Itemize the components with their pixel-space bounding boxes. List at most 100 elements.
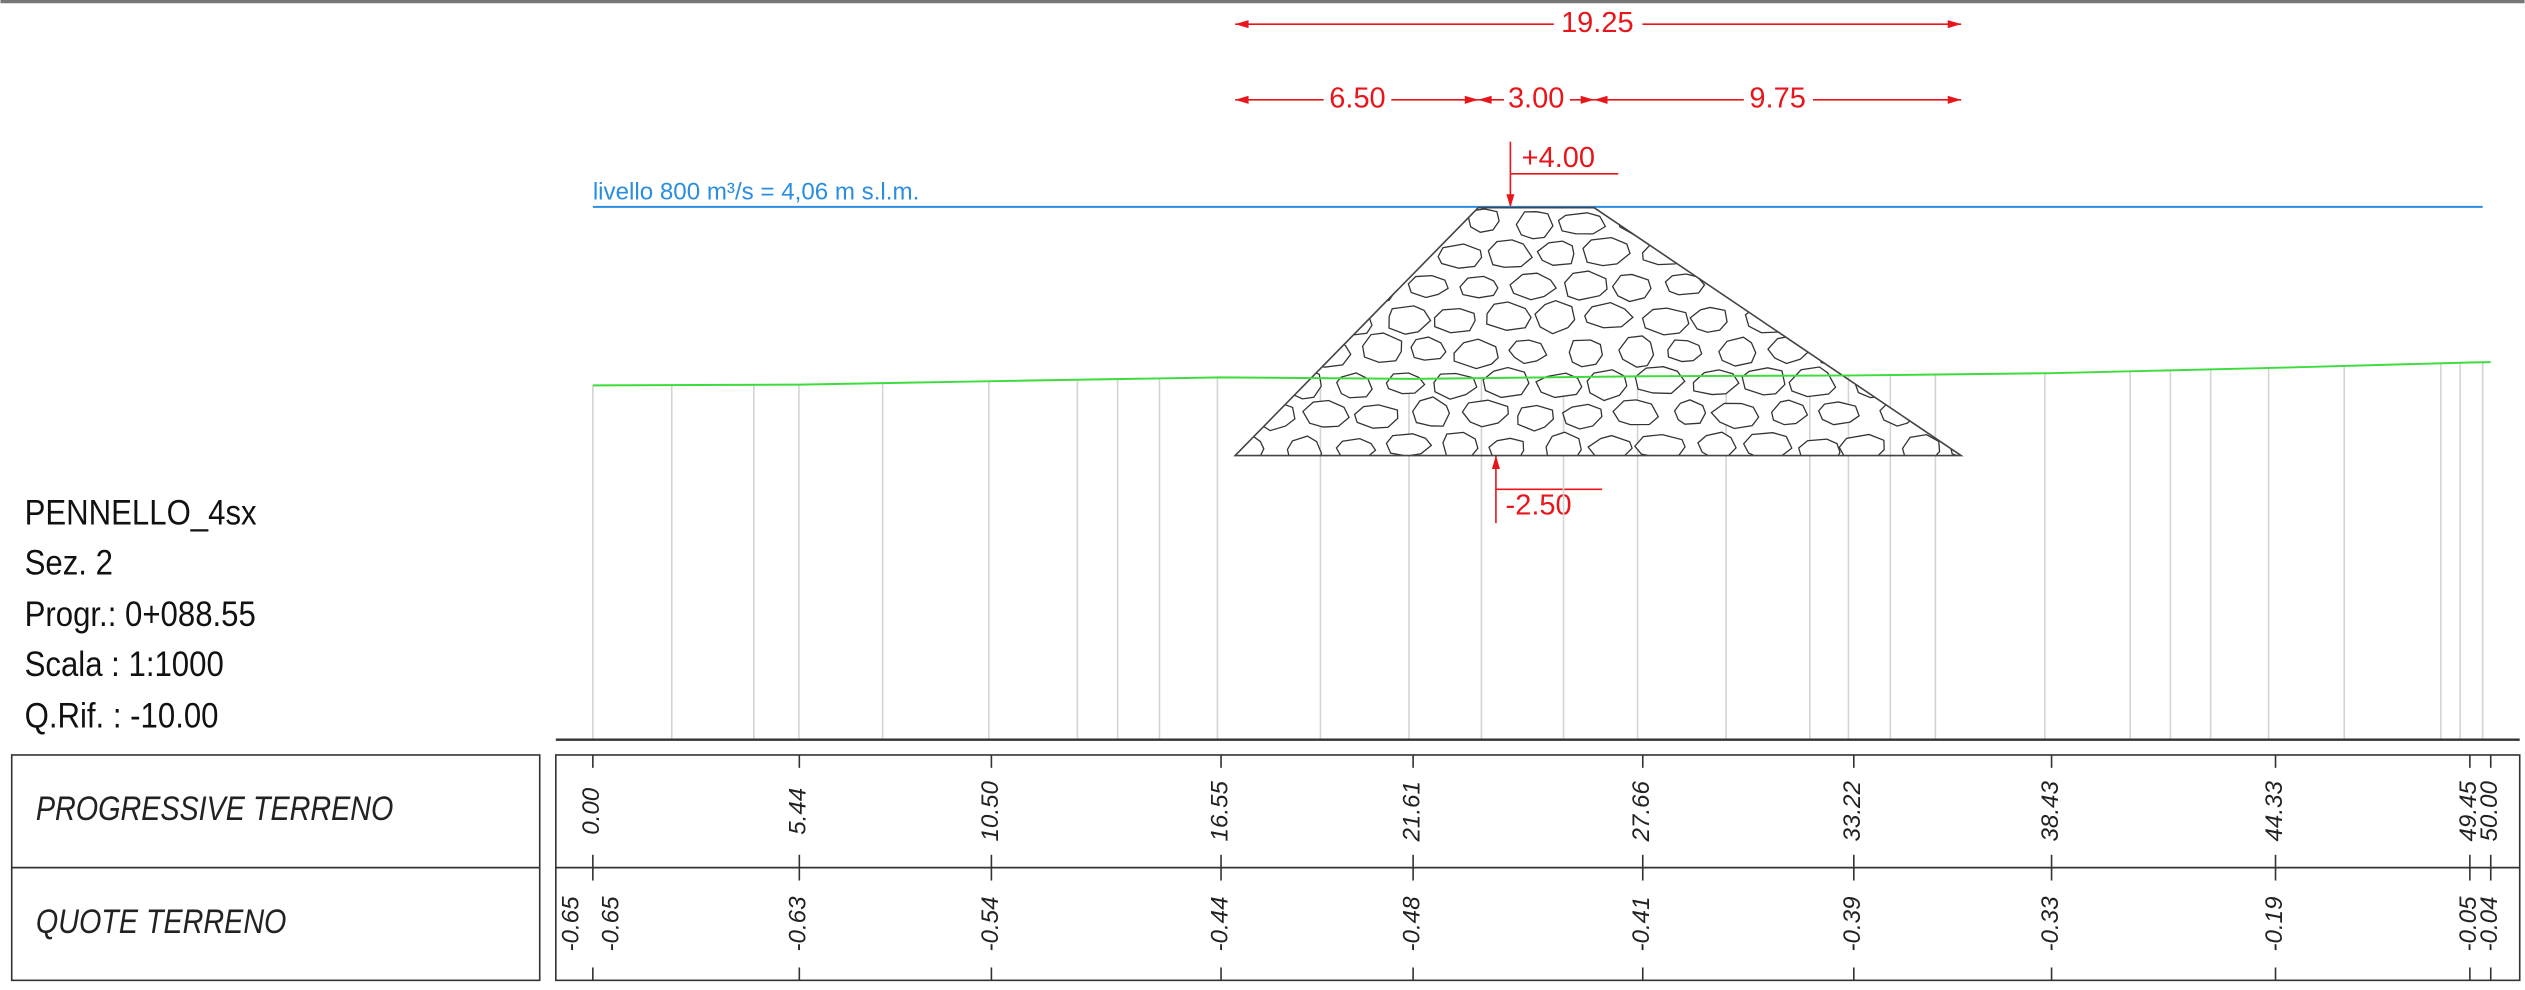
stone [1384, 239, 1431, 267]
stone [1235, 240, 1275, 267]
water-label: livello 800 m³/s = 4,06 m s.l.m. [593, 179, 919, 206]
stone [1946, 305, 1962, 337]
quote-label: -0.19 [2261, 897, 2288, 952]
terrain-line [592, 361, 2491, 387]
stone [1312, 273, 1352, 301]
stone [1587, 434, 1633, 456]
stone [1838, 433, 1885, 456]
dim-total: 19.25 [1561, 7, 1634, 39]
stone [1797, 438, 1841, 456]
quote-label: -0.44 [1206, 897, 1233, 952]
stone [1718, 336, 1757, 367]
stone [1459, 275, 1499, 299]
stone [1517, 404, 1555, 432]
stone [1561, 403, 1603, 430]
quote-label: -0.48 [1398, 896, 1425, 952]
stone [1948, 372, 1962, 396]
stone [1689, 306, 1728, 333]
stone [1582, 236, 1631, 267]
table-values: 0.00 5.44 10.50 16.55 21.61 27.66 33.22 38.43 44… [557, 754, 2503, 981]
stone [1697, 431, 1737, 456]
stone [1235, 398, 1246, 425]
stone [1437, 243, 1483, 269]
stone [1482, 366, 1530, 399]
stone [1774, 270, 1819, 299]
progressive-label: 50.00 [2476, 781, 2503, 842]
stone [1791, 240, 1835, 268]
stone [1611, 273, 1652, 303]
stone [1923, 207, 1962, 235]
stone [1817, 401, 1860, 426]
values-cell [555, 754, 2521, 869]
stone [1235, 213, 1239, 237]
stone [1334, 244, 1378, 267]
stone [1586, 369, 1628, 402]
info-line: Scala : 1:1000 [25, 645, 224, 684]
stone [1612, 399, 1660, 426]
stone [1487, 239, 1533, 268]
top-level: +4.00 [1522, 142, 1595, 174]
progressive-label: 5.44 [785, 788, 812, 835]
stone [1509, 272, 1558, 301]
stone [1353, 404, 1399, 429]
stone [1515, 211, 1554, 240]
row-label: PROGRESSIVE TERRENO [36, 790, 394, 828]
stone [1302, 399, 1350, 428]
stone [1279, 304, 1323, 328]
stone [1821, 207, 1859, 234]
stone [1873, 276, 1909, 299]
stone [1258, 340, 1294, 363]
stone [1411, 396, 1451, 427]
dim-left: 6.50 [1329, 82, 1385, 114]
stone [1741, 241, 1784, 270]
stone [1486, 301, 1532, 331]
stone [1385, 433, 1433, 456]
stone [1355, 210, 1399, 235]
quote-label: -0.39 [1839, 897, 1866, 952]
stone [1633, 433, 1686, 456]
stone [1926, 339, 1962, 362]
stone [1235, 305, 1277, 329]
dim-crest: 3.00 [1508, 82, 1564, 114]
stone [1897, 308, 1938, 336]
stone [1719, 209, 1764, 241]
stone [1361, 332, 1403, 364]
progressive-label: 0.00 [578, 787, 605, 835]
stone [1868, 334, 1915, 363]
stone [1766, 211, 1806, 237]
info-block: PENNELLO_4sx Sez. 2 Progr.: 0+088.55 Sca… [25, 494, 257, 736]
stone [1568, 339, 1604, 368]
stone [1710, 402, 1760, 430]
progressive-label: 21.61 [1398, 781, 1425, 842]
stone [1673, 399, 1707, 425]
stone [1901, 433, 1941, 456]
stone [1385, 372, 1426, 395]
stone [1770, 399, 1809, 426]
quote-label: -0.05 [2455, 896, 2482, 952]
stone [1641, 307, 1690, 336]
quote-label: -0.33 [2037, 896, 2064, 952]
stone [1442, 431, 1479, 456]
quote-label: -0.41 [1628, 897, 1655, 952]
stone [1508, 339, 1548, 365]
dim-right: 9.75 [1749, 82, 1805, 114]
stone [1845, 243, 1892, 270]
stone [1563, 270, 1608, 301]
stone [1617, 207, 1661, 236]
stone [1667, 339, 1703, 363]
stone [1853, 372, 1890, 399]
progressive-label: 33.22 [1839, 781, 1866, 842]
stone [1874, 210, 1920, 239]
quote-label: -0.65 [557, 896, 584, 952]
stone [1488, 437, 1525, 456]
stone [1744, 303, 1791, 334]
groyne-outline [1233, 206, 1964, 457]
stone [1788, 366, 1837, 398]
stone [1634, 366, 1686, 395]
stone [1584, 301, 1634, 329]
stone [1742, 432, 1793, 456]
stone [1767, 335, 1809, 365]
bottom-level: -2.50 [1506, 490, 1572, 522]
stone [1741, 367, 1786, 396]
